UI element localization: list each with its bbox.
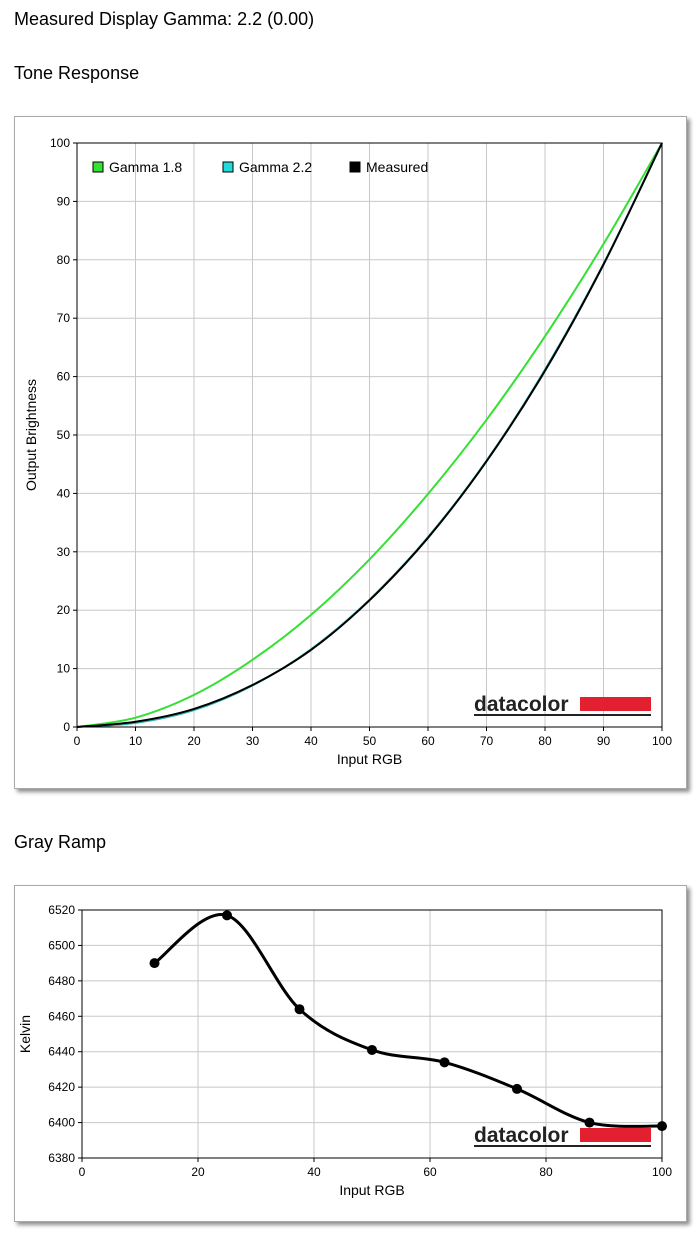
y-tick-label: 6460 xyxy=(48,1009,75,1023)
logo-underline xyxy=(474,714,651,716)
x-tick-label: 40 xyxy=(307,1165,321,1179)
legend-swatch xyxy=(92,161,104,173)
data-point xyxy=(294,1004,305,1015)
y-tick-label: 80 xyxy=(57,253,71,267)
data-point xyxy=(584,1117,595,1128)
y-tick-label: 90 xyxy=(57,194,71,208)
y-tick-label: 100 xyxy=(50,136,70,150)
x-tick-label: 50 xyxy=(363,734,377,748)
x-tick-label: 60 xyxy=(421,734,435,748)
tone-grid xyxy=(76,142,663,728)
x-tick-label: 0 xyxy=(79,1165,86,1179)
gray-ramp-heading: Gray Ramp xyxy=(14,832,107,852)
x-tick-label: 10 xyxy=(129,734,143,748)
tone-axes: 0 10 20 30 40 50 60 70 80 90 100 0 10 20 30 40 50 60 70 80 9… xyxy=(23,136,672,767)
x-tick-label: 70 xyxy=(480,734,494,748)
tone-datacolor-logo: datacolor xyxy=(474,693,651,716)
legend-swatch xyxy=(222,161,234,173)
plot-area xyxy=(82,910,662,1158)
y-tick-label: 6440 xyxy=(48,1045,75,1059)
x-tick-label: 90 xyxy=(597,734,611,748)
legend-label: Measured xyxy=(366,159,428,175)
y-tick-label: 50 xyxy=(57,428,71,442)
tone-response-heading: Tone Response xyxy=(14,63,140,83)
y-tick-label: 6380 xyxy=(48,1151,75,1165)
y-tick-label: 6420 xyxy=(48,1080,75,1094)
x-tick-label: 80 xyxy=(538,734,552,748)
y-axis-label: Output Brightness xyxy=(23,379,39,491)
logo-red-bar xyxy=(580,697,651,711)
data-point xyxy=(149,958,160,969)
x-axis-label: Input RGB xyxy=(339,1182,404,1198)
y-tick-label: 0 xyxy=(63,720,70,734)
tone-response-chart: 0 10 20 30 40 50 60 70 80 90 100 0 10 20 30 40 50 60 70 80 9… xyxy=(23,136,672,767)
logo-red-bar xyxy=(580,1128,651,1142)
y-axis-label: Kelvin xyxy=(17,1015,33,1053)
tone-legend: Gamma 1.8 Gamma 2.2 Measured xyxy=(92,159,428,175)
data-point xyxy=(512,1083,522,1094)
data-point xyxy=(439,1057,450,1068)
gray-grid xyxy=(81,909,663,1159)
legend-label: Gamma 2.2 xyxy=(239,159,312,175)
x-tick-label: 80 xyxy=(539,1165,553,1179)
y-tick-label: 20 xyxy=(57,603,71,617)
legend-label: Gamma 1.8 xyxy=(109,159,182,175)
x-tick-label: 30 xyxy=(246,734,260,748)
measured-gamma-title: Measured Display Gamma: 2.2 (0.00) xyxy=(14,9,315,29)
gray-axes: 0 20 40 60 80 100 6380 6400 6420 6440 6460 6480 6500… xyxy=(17,903,672,1198)
data-point xyxy=(222,910,232,921)
x-tick-label: 20 xyxy=(191,1165,205,1179)
plot-frame xyxy=(81,909,663,1159)
x-tick-label: 20 xyxy=(187,734,201,748)
logo-underline xyxy=(474,1145,651,1147)
series-line-gamma-1-8 xyxy=(76,142,663,728)
legend-swatch xyxy=(349,161,361,173)
gray-ramp-chart: 0 20 40 60 80 100 6380 6400 6420 6440 6460 6480 6500… xyxy=(17,903,672,1198)
y-tick-label: 10 xyxy=(57,662,71,676)
series-line-measured xyxy=(76,142,663,728)
x-tick-label: 40 xyxy=(304,734,318,748)
y-tick-label: 70 xyxy=(57,311,71,325)
y-tick-label: 6520 xyxy=(48,903,75,917)
logo-text: datacolor xyxy=(474,693,569,716)
tone-lines xyxy=(76,142,663,728)
gray-ramp-panel: 0 20 40 60 80 100 6380 6400 6420 6440 6460 6480 6500… xyxy=(14,885,687,1222)
plot-frame xyxy=(76,142,663,728)
x-tick-label: 100 xyxy=(652,734,672,748)
x-axis-label: Input RGB xyxy=(337,751,402,767)
x-tick-label: 0 xyxy=(74,734,81,748)
gray-datacolor-logo: datacolor xyxy=(474,1124,651,1147)
y-tick-label: 40 xyxy=(57,486,71,500)
logo-text: datacolor xyxy=(474,1124,569,1147)
y-tick-label: 6480 xyxy=(48,974,75,988)
y-tick-label: 6400 xyxy=(48,1116,75,1130)
y-tick-label: 60 xyxy=(57,370,71,384)
y-tick-label: 6500 xyxy=(48,938,75,952)
data-point xyxy=(367,1044,377,1055)
x-tick-label: 100 xyxy=(652,1165,672,1179)
x-tick-label: 60 xyxy=(423,1165,437,1179)
y-tick-label: 30 xyxy=(57,545,71,559)
tone-response-panel: 0 10 20 30 40 50 60 70 80 90 100 0 10 20 30 40 50 60 70 80 9… xyxy=(14,116,687,789)
